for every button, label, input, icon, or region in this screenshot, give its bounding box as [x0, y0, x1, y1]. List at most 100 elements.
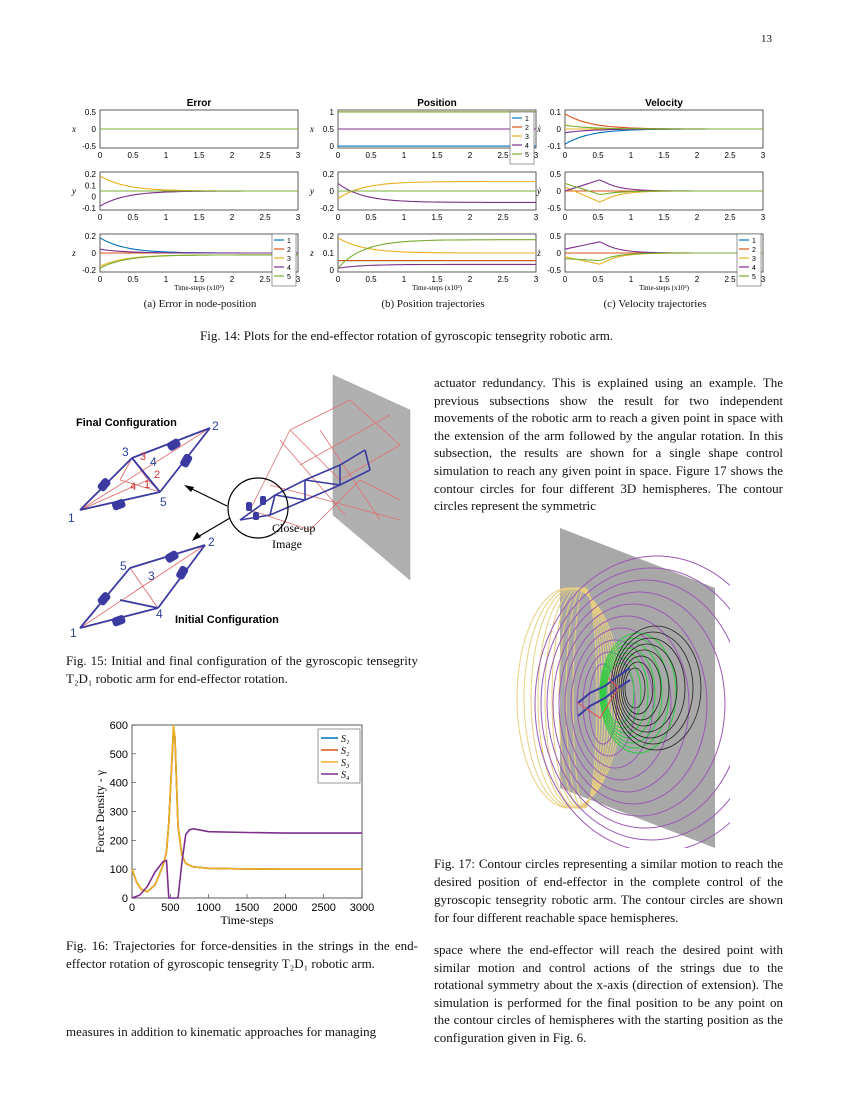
fig17-strings: [577, 677, 619, 719]
contour-circle-green: [603, 652, 649, 734]
closeup-label: Close-up Image: [272, 521, 315, 551]
fig14-xtick: 3: [296, 275, 301, 284]
fig14-series-line: [337, 182, 536, 203]
page-number: 13: [761, 33, 772, 45]
fig14-subcaption-a: (a) Error in node-position: [143, 298, 257, 310]
contour-circle-green: [599, 632, 677, 754]
fig14-xtick: 2.5: [497, 275, 509, 284]
fig14-xtick: 0.5: [592, 275, 604, 284]
fig16-ytick: 100: [110, 864, 128, 876]
fig14-xtick: 0.5: [365, 151, 377, 160]
final-red-2: 2: [154, 469, 160, 481]
fig16-caption: Fig. 16: Trajectories for force-densitie…: [66, 938, 418, 971]
fig14-xlabel: Time-steps (x10³): [412, 284, 463, 292]
fig14-xtick: 2: [695, 151, 700, 160]
fig14-ylabel: ẏ: [536, 186, 542, 196]
fig14-ylabel: y: [309, 186, 314, 196]
arrow-to-final: [187, 486, 228, 507]
final-config-label: Final Configuration: [76, 417, 177, 429]
fig14-ylabel: x: [71, 124, 76, 134]
fig14-xtick: 3: [761, 151, 766, 160]
fig14-ytick: -0.2: [320, 204, 334, 213]
fig16-legend: [317, 728, 361, 784]
fig14-panel-title: Velocity: [645, 98, 683, 109]
fig14-subcaption-b: (b) Position trajectories: [381, 298, 485, 310]
contour-circle-purple: [582, 651, 636, 757]
fig14-ytick: 0.5: [550, 170, 562, 179]
fig14-legend-label: 3: [752, 256, 756, 263]
fig14-legend-label: 3: [525, 134, 529, 141]
fig14-ytick: 0: [557, 249, 562, 258]
fig14-ylabel: x: [309, 124, 314, 134]
fig14-series-line: [337, 263, 536, 269]
closeup-circle: [227, 477, 289, 539]
initial-node-3: 3: [148, 569, 155, 583]
fig16-xtick: 2500: [311, 902, 335, 914]
fig14-ytick: 1: [330, 108, 335, 117]
fig16-series-4: [131, 827, 362, 899]
final-red-1: 1: [144, 479, 150, 491]
fig14-series-line: [337, 180, 536, 200]
right-para-2: space where the end-effector will reach …: [434, 942, 783, 1045]
fig14-ytick: 0.1: [550, 108, 562, 117]
final-node-4: 4: [150, 455, 157, 469]
contour-circle-black: [622, 661, 654, 715]
fig15-diagram: Close-up Image Final Configuration 1 2 3 …: [68, 374, 411, 640]
fig14-ytick: 0.5: [550, 232, 562, 241]
contour-circle-purple: [558, 603, 708, 805]
fig14-ytick: 0.2: [323, 232, 335, 241]
fig14-legend-label: 5: [525, 152, 529, 159]
closeup-gyros: [246, 496, 266, 520]
fig14-xtick: 3: [296, 213, 301, 222]
fig14-legend-label: 1: [287, 238, 291, 245]
contour-circle-purple: [552, 591, 726, 817]
fig14-xtick: 3: [296, 151, 301, 160]
fig14-ytick: -0.1: [82, 204, 96, 213]
fig14-xtick: 2: [695, 275, 700, 284]
fig14-xtick: 2: [695, 213, 700, 222]
fig14-legend-label: 5: [752, 274, 756, 281]
fig14-xtick: 0: [336, 151, 341, 160]
fig16-ytick: 600: [110, 720, 128, 732]
wall-panel: [333, 375, 410, 580]
fig14-legend-label: 3: [287, 256, 291, 263]
fig14-xtick: 2.5: [724, 213, 736, 222]
fig16-ytick: 300: [110, 807, 128, 819]
fig14-xtick: 2.5: [259, 213, 271, 222]
fig14-ylabel: z: [309, 248, 314, 258]
fig16-ylabel: Force Density - γ: [93, 769, 107, 853]
contour-circle-green: [604, 657, 642, 729]
fig14-ytick: 0: [330, 266, 335, 275]
fig14-xtick: 1: [402, 151, 407, 160]
fig14-xtick: 1.5: [431, 213, 443, 222]
fig14-xtick: 3: [761, 213, 766, 222]
fig16-xlabel: Time-steps: [221, 913, 274, 927]
final-node-3: 3: [122, 445, 129, 459]
fig14-xtick: 0.5: [127, 275, 139, 284]
fig14-ytick: 0: [330, 187, 335, 196]
contour-circle-black: [614, 637, 686, 739]
contour-circle-green: [601, 642, 663, 744]
fig14-ytick: -0.2: [82, 266, 96, 275]
fig14-series-line: [99, 254, 298, 269]
contour-circle-black: [612, 631, 694, 745]
fig14-xtick: 0: [563, 151, 568, 160]
initial-node-1: 1: [70, 626, 77, 640]
fig14-ytick: -0.1: [547, 142, 561, 151]
fig14-xtick: 2: [230, 213, 235, 222]
fig14-ytick: -0.5: [82, 142, 96, 151]
fig16-ytick: 500: [110, 749, 128, 761]
fig16-xtick: 3000: [350, 902, 374, 914]
fig14-xtick: 3: [534, 213, 539, 222]
fig14-xtick: 2: [230, 275, 235, 284]
fig14-xtick: 0.5: [592, 151, 604, 160]
fig16-xtick: 0: [129, 902, 135, 914]
fig14-xtick: 0: [336, 275, 341, 284]
contour-circle-purple: [570, 627, 672, 781]
fig14-xtick: 2: [468, 151, 473, 160]
initial-node-4: 4: [156, 607, 163, 621]
fig14-ytick: -0.5: [547, 266, 561, 275]
fig14-xtick: 1: [402, 213, 407, 222]
contour-circle-purple: [534, 555, 730, 848]
